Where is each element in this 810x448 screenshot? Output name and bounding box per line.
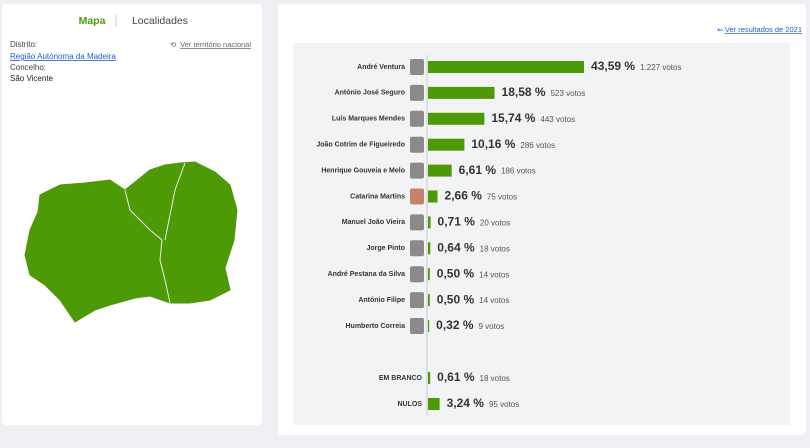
bar (428, 242, 431, 255)
candidate-photo (410, 240, 424, 257)
votes-label: 443 votos (540, 115, 575, 124)
votes-label: 186 votos (501, 167, 536, 176)
candidate-name: João Cotrim de Figueiredo (316, 142, 405, 149)
bar (428, 190, 438, 203)
candidate-name: Catarina Martins (350, 193, 405, 200)
votes-label: 9 votos (479, 322, 505, 331)
value-label: 6,61 % (459, 163, 497, 177)
candidate-name: Humberto Correia (345, 323, 405, 330)
value-label: 18,58 % (502, 85, 546, 99)
district-label: Distrito: (10, 40, 37, 49)
back-icon: ⟲ (170, 40, 177, 49)
value-label: 0,50 % (437, 266, 475, 280)
map (24, 161, 238, 323)
candidate-photo (410, 214, 424, 231)
value-label: 0,32 % (436, 318, 474, 332)
candidate-name: Manuel João Vieira (342, 219, 405, 226)
votes-label: 95 votos (489, 400, 519, 409)
candidate-photo (410, 59, 424, 75)
bar (428, 268, 430, 281)
candidate-name: EM BRANCO (379, 375, 423, 382)
county: São Vicente (10, 74, 54, 83)
bar (428, 138, 465, 151)
bar (428, 86, 495, 99)
candidate-name: Henrique Gouveia e Melo (321, 167, 405, 174)
county-label: Concelho: (10, 63, 46, 72)
votes-label: 18 votos (480, 374, 510, 383)
candidate-name: Luís Marques Mendes (332, 116, 405, 123)
votes-label: 20 votos (480, 219, 510, 228)
map-border (164, 162, 186, 241)
bar (428, 112, 485, 125)
bar (428, 216, 431, 229)
map-border (124, 189, 171, 304)
votes-label: 1.227 votos (640, 63, 681, 72)
candidate-photo (410, 266, 424, 283)
value-label: 0,50 % (437, 292, 475, 306)
bar (428, 398, 440, 410)
candidate-photo (410, 110, 424, 127)
bar (428, 164, 452, 177)
candidate-photo (410, 162, 424, 179)
value-label: 0,61 % (437, 370, 475, 384)
candidate-name: André Ventura (357, 64, 405, 71)
candidate-name: António Filipe (358, 297, 405, 304)
votes-label: 75 votos (487, 193, 517, 202)
district-link[interactable]: Região Autónoma da Madeira (10, 52, 116, 61)
chart-area (293, 43, 790, 425)
bar (428, 294, 430, 307)
votes-label: 286 votos (520, 141, 555, 150)
votes-label: 18 votos (480, 244, 510, 253)
tab[interactable]: Localidades (132, 15, 188, 27)
value-label: 2,66 % (445, 189, 483, 203)
candidate-name: NULOS (398, 401, 423, 408)
candidate-photo (410, 292, 424, 309)
value-label: 10,16 % (471, 137, 515, 151)
candidate-name: André Pestana da Silva (328, 271, 406, 278)
map-region (24, 161, 238, 323)
candidate-name: António José Seguro (335, 90, 405, 97)
results-link[interactable]: Ver resultados de 2021 (725, 25, 802, 34)
value-label: 3,24 % (447, 396, 485, 410)
tab[interactable]: Mapa (79, 15, 106, 27)
value-label: 15,74 % (491, 111, 535, 125)
value-label: 43,59 % (591, 59, 635, 73)
bar (428, 61, 585, 73)
candidate-photo (410, 84, 424, 101)
votes-label: 14 votos (479, 296, 509, 305)
votes-label: 14 votos (479, 270, 509, 279)
candidate-photo (410, 188, 424, 205)
national-link[interactable]: Ver território nacional (180, 40, 251, 49)
candidate-photo (410, 318, 424, 334)
candidate-name: Jorge Pinto (366, 245, 405, 252)
bar (428, 372, 431, 384)
back-icon: ⇐ (717, 25, 724, 34)
candidate-photo (410, 136, 424, 153)
value-label: 0,71 % (438, 215, 476, 229)
bar (428, 320, 430, 332)
value-label: 0,64 % (437, 240, 475, 254)
votes-label: 523 votos (551, 89, 586, 98)
